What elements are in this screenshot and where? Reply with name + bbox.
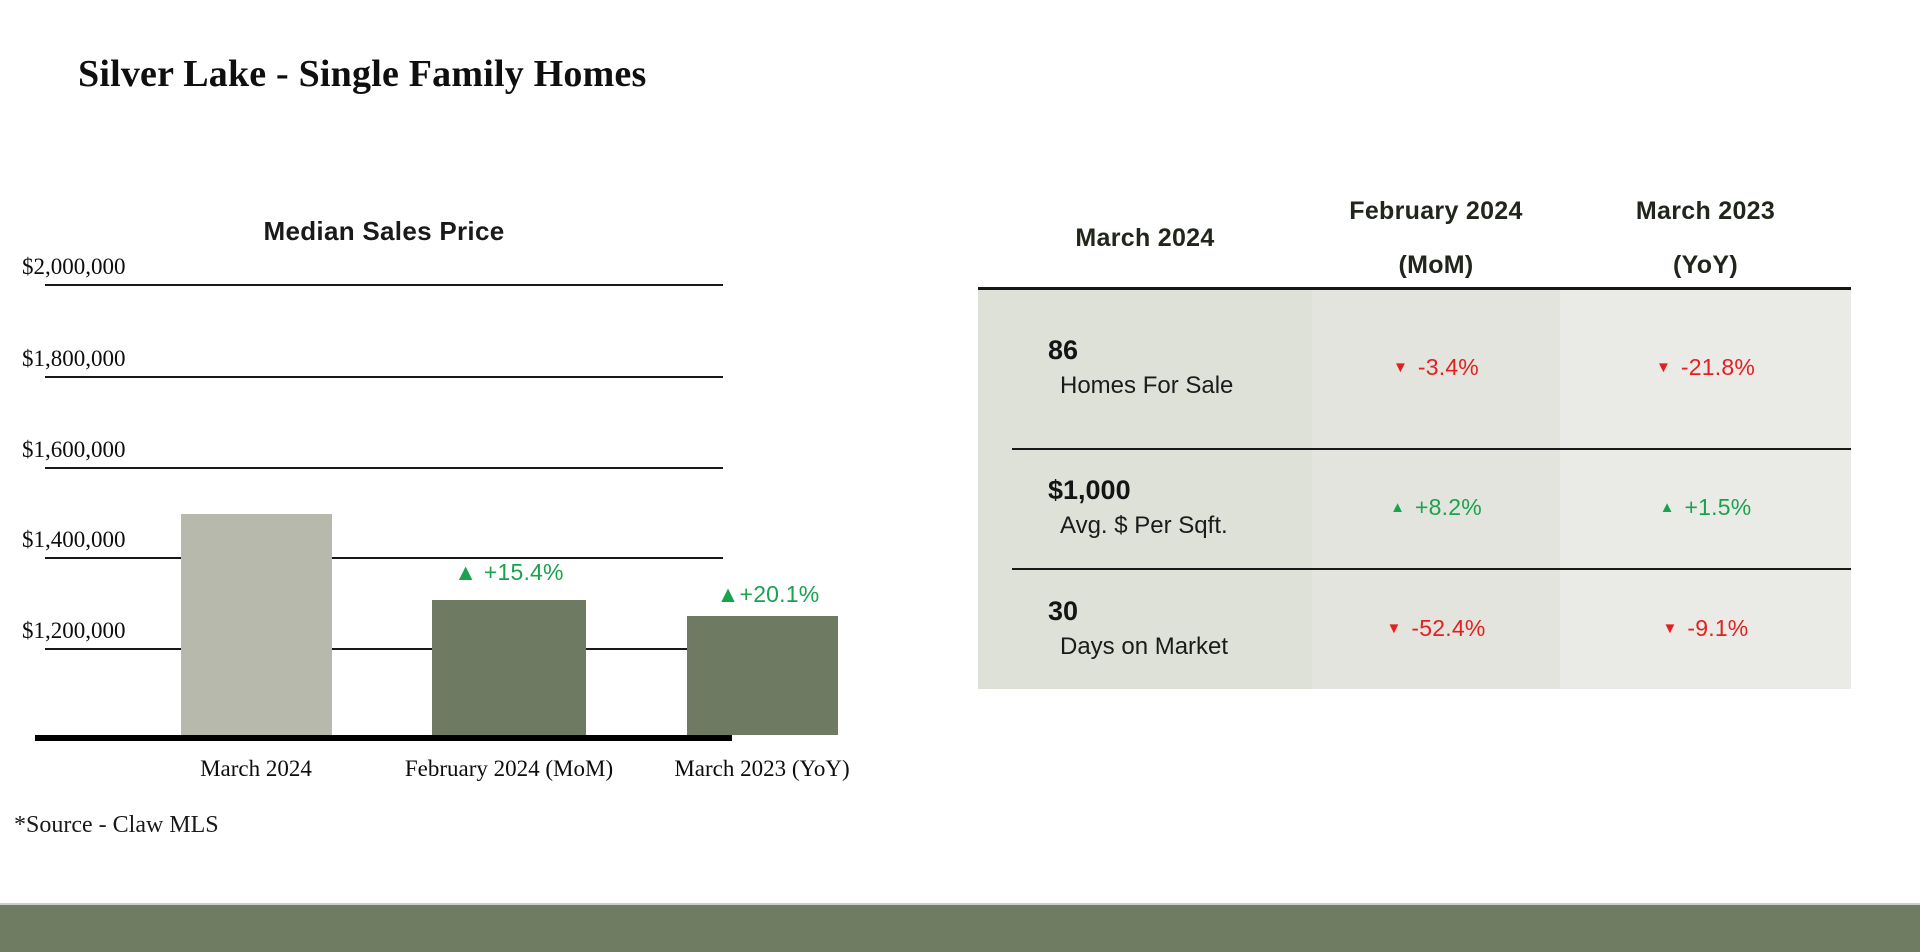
bar-march-2024	[181, 514, 332, 735]
mom-change-cell: ▼ -3.4%	[1312, 287, 1560, 447]
yoy-change-cell: ▼ -9.1%	[1560, 567, 1851, 689]
down-triangle-icon: ▼	[1386, 619, 1402, 637]
gridline	[45, 557, 723, 559]
table-header-march-2023-yoy: March 2023 (YoY)	[1635, 196, 1776, 279]
yoy-change-cell: ▼ -21.8%	[1560, 287, 1851, 447]
percent-change: +8.2%	[1415, 493, 1482, 520]
percent-change: -9.1%	[1687, 614, 1749, 641]
bar-change-annotation: ▲+20.1%	[716, 581, 820, 607]
y-axis-tick: $2,000,000	[22, 254, 126, 279]
table-row-avg-price-per-sqft: $1,000 Avg. $ Per Sqft. ▲ +8.2% ▲ +1.5%	[978, 447, 1851, 567]
y-axis-tick: $1,400,000	[22, 527, 126, 552]
down-triangle-icon: ▼	[1662, 619, 1678, 637]
gridline	[45, 648, 723, 650]
row-divider-line	[1012, 448, 1851, 450]
percent-change: -3.4%	[1417, 353, 1479, 380]
metric-value: 30	[1048, 595, 1079, 626]
metric-cell: 86 Homes For Sale	[978, 287, 1312, 447]
x-axis-label: February 2024 (MoM)	[404, 756, 614, 781]
gridline	[45, 284, 723, 286]
x-axis-label: March 2023 (YoY)	[674, 756, 850, 781]
table-header-row: March 2024 February 2024 (MoM) March 202…	[978, 150, 1851, 287]
bar-change-annotation: ▲ +15.4%	[454, 559, 564, 585]
median-sales-price-chart: Median Sales Price $2,000,000 $1,800,000…	[0, 210, 880, 850]
table-header-february-2024-mom: February 2024 (MoM)	[1349, 196, 1523, 279]
market-stats-table: March 2024 February 2024 (MoM) March 202…	[978, 150, 1851, 690]
metric-label: Homes For Sale	[1060, 372, 1234, 400]
chart-title: Median Sales Price	[263, 216, 505, 246]
mom-change-cell: ▲ +8.2%	[1312, 447, 1560, 567]
gridline	[45, 467, 723, 469]
source-note: *Source - Claw MLS	[14, 812, 219, 838]
row-divider-line	[1012, 568, 1851, 570]
metric-label: Avg. $ Per Sqft.	[1060, 512, 1228, 540]
metric-cell: 30 Days on Market	[978, 567, 1312, 689]
metric-label: Days on Market	[1060, 633, 1229, 661]
bar-february-2024	[432, 600, 586, 735]
page-title: Silver Lake - Single Family Homes	[78, 53, 647, 95]
percent-change: +1.5%	[1684, 493, 1752, 520]
down-triangle-icon: ▼	[1656, 358, 1671, 376]
footer-band	[0, 903, 1920, 952]
y-axis-tick: $1,800,000	[22, 346, 126, 371]
metric-cell: $1,000 Avg. $ Per Sqft.	[978, 447, 1312, 567]
x-axis-label: March 2024	[200, 756, 312, 781]
x-axis-line	[35, 735, 732, 741]
metric-value: 86	[1048, 334, 1079, 365]
mom-change-cell: ▼ -52.4%	[1312, 567, 1560, 689]
up-triangle-icon: ▲	[1390, 498, 1405, 516]
y-axis-tick: $1,200,000	[22, 618, 126, 643]
table-header-march-2024: March 2024	[1075, 223, 1215, 252]
down-triangle-icon: ▼	[1393, 358, 1408, 376]
y-axis-tick: $1,600,000	[22, 437, 126, 462]
percent-change: -52.4%	[1411, 614, 1486, 641]
gridline	[45, 376, 723, 378]
yoy-change-cell: ▲ +1.5%	[1560, 447, 1851, 567]
table-row-homes-for-sale: 86 Homes For Sale ▼ -3.4% ▼ -21.8%	[978, 287, 1851, 447]
header-divider-line	[978, 287, 1851, 290]
percent-change: -21.8%	[1680, 353, 1755, 380]
metric-value: $1,000	[1048, 474, 1131, 505]
table-row-days-on-market: 30 Days on Market ▼ -52.4% ▼ -9.1%	[978, 567, 1851, 689]
bar-march-2023	[687, 616, 838, 735]
up-triangle-icon: ▲	[1659, 498, 1675, 516]
